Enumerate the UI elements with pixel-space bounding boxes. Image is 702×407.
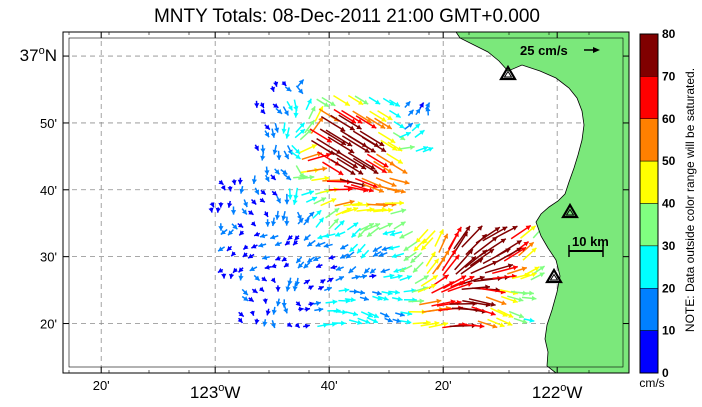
station-markers xyxy=(499,64,579,284)
triangle-station-south-icon xyxy=(545,267,563,284)
colorbar-segment xyxy=(639,118,659,162)
scale-arrow-icon xyxy=(593,47,600,53)
frame-ticks xyxy=(63,32,629,373)
map-frame xyxy=(62,31,630,374)
map-inner-frame xyxy=(68,37,624,368)
colorbar-segment xyxy=(639,203,659,247)
colorbar-segment xyxy=(639,76,659,119)
longitude-labels: 20' 123oW 40' 20' 122oW xyxy=(93,378,583,402)
colorbar-note: NOTE: Data outside color range will be s… xyxy=(683,68,697,332)
colorbar-tick-labels: 80 70 60 50 40 30 20 10 0 xyxy=(662,27,676,380)
colorbar-tick: 30 xyxy=(662,239,676,253)
lon-label: 40' xyxy=(321,378,338,393)
colorbar-tick: 0 xyxy=(662,366,669,380)
scale-arrow: 25 cm/s xyxy=(520,43,600,58)
triangle-station-point-icon xyxy=(561,202,579,219)
current-vectors xyxy=(208,79,546,329)
lat-label: 40' xyxy=(40,183,57,198)
scale-arrow-label: 25 cm/s xyxy=(520,43,568,58)
latitude-labels: 37oN 50' 40' 30' 20' xyxy=(20,45,57,331)
colorbar-segment xyxy=(639,160,659,204)
colorbar-segment xyxy=(639,245,659,289)
colorbar-unit: cm/s xyxy=(639,376,664,390)
triangle-station-north-icon xyxy=(499,64,517,81)
colorbar-segment xyxy=(639,288,659,331)
lat-label: 50' xyxy=(40,116,57,131)
colorbar-tick: 60 xyxy=(662,112,676,126)
colorbar-tick: 70 xyxy=(662,69,676,83)
map-area xyxy=(63,32,629,373)
colorbar-segment xyxy=(639,33,659,77)
lat-label: 20' xyxy=(40,317,57,332)
lat-label: 37oN xyxy=(20,45,57,65)
lon-label: 20' xyxy=(93,378,110,393)
lat-label: 30' xyxy=(40,250,57,265)
colorbar-segment xyxy=(639,330,659,374)
colorbar-tick: 40 xyxy=(662,197,676,211)
distance-scale-label: 10 km xyxy=(572,234,609,249)
colorbar-tick: 50 xyxy=(662,154,676,168)
lon-label: 123oW xyxy=(190,382,241,402)
colorbar xyxy=(639,33,659,374)
lon-label: 20' xyxy=(435,378,452,393)
colorbar-tick: 10 xyxy=(662,324,676,338)
map-title: MNTY Totals: 08-Dec-2011 21:00 GMT+0.000 xyxy=(154,6,540,27)
coastline-land xyxy=(455,32,629,373)
lon-label: 122oW xyxy=(532,382,583,402)
colorbar-tick: 80 xyxy=(662,27,676,41)
colorbar-tick: 20 xyxy=(662,281,676,295)
distance-scale: 10 km xyxy=(568,234,609,257)
